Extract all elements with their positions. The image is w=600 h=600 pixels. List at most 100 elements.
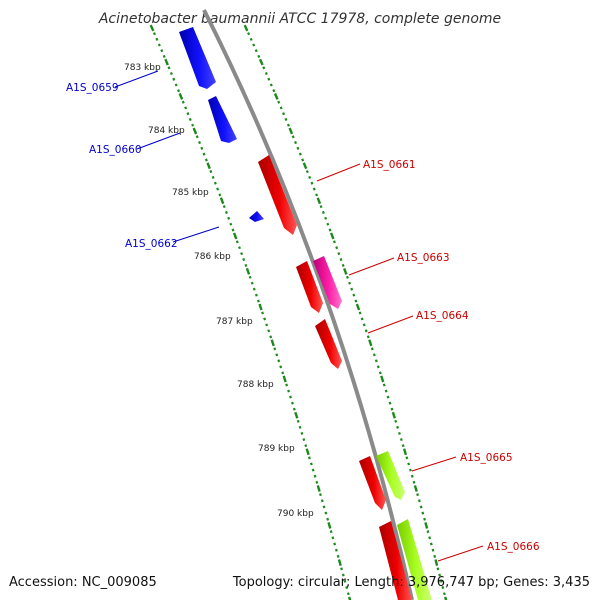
inner-ring-tick [319, 493, 322, 497]
inner-ring-tick [219, 197, 225, 205]
outer-ring-tick [410, 474, 414, 478]
outer-ring-tick [374, 359, 378, 363]
inner-ring-tick [294, 411, 299, 419]
gene-feature-a1s-0662[interactable] [249, 211, 264, 222]
gene-label-a1s-0665[interactable]: A1S_0665 [460, 452, 513, 464]
outer-ring-tick [429, 542, 433, 546]
inner-ring-tick [279, 365, 283, 369]
leader-line-a1s-0660 [136, 132, 181, 150]
inner-ring-tick [248, 275, 252, 279]
inner-ring-tick [336, 554, 340, 558]
gene-label-a1s-0661[interactable]: A1S_0661 [363, 159, 416, 171]
gene-feature-a1s-0664[interactable] [315, 319, 342, 369]
inner-ring-tick [300, 431, 304, 435]
inner-ring-tick [329, 530, 333, 534]
gene-label-a1s-0659[interactable]: A1S_0659 [66, 82, 119, 94]
gene-label-a1s-0666[interactable]: A1S_0666 [487, 541, 540, 553]
inner-ring-tick [258, 303, 263, 311]
outer-ring-tick [332, 240, 336, 244]
gene-feature-a1s-0660[interactable] [208, 96, 237, 143]
page-title: Acinetobacter baumannii ATCC 17978, comp… [98, 11, 501, 27]
leader-line-a1s-0666 [437, 545, 484, 562]
gene-feature-a1s-0663-pink[interactable] [313, 256, 342, 309]
outer-ring-tick [352, 293, 356, 297]
inner-ring-tick [186, 112, 190, 116]
inner-ring-tick [326, 517, 330, 521]
inner-ring-tick [313, 474, 317, 478]
inner-ring-tick [311, 468, 315, 472]
inner-ring-tick [191, 123, 195, 127]
inner-ring-tick [152, 32, 156, 36]
inner-ring-tick [162, 54, 166, 58]
inner-ring-tick [184, 106, 188, 110]
inner-ring-tick [245, 267, 251, 275]
inner-ring-tick [250, 281, 254, 285]
inner-ring-tick [304, 444, 308, 448]
inner-ring-tick [195, 135, 199, 139]
gene-feature-a1s-0665-lime[interactable] [376, 451, 405, 500]
outer-ring-tick [258, 58, 264, 66]
inner-ring-tick [345, 586, 349, 590]
outer-ring-tick [372, 353, 376, 357]
inner-ring-tick [202, 152, 206, 156]
gene-label-a1s-0663[interactable]: A1S_0663 [397, 252, 450, 264]
outer-ring-tick [310, 181, 314, 185]
outer-ring-tick [413, 485, 418, 492]
gene-feature-a1s-0666[interactable] [379, 521, 412, 600]
outer-ring-tick [412, 480, 416, 484]
kbp-label-788: 788 kbp [237, 380, 274, 390]
inner-ring-tick [302, 438, 306, 442]
outer-ring-tick [286, 123, 290, 127]
inner-ring-tick [240, 252, 244, 256]
outer-ring-tick [326, 222, 330, 226]
outer-ring-tick [394, 419, 398, 423]
inner-ring-tick [309, 462, 313, 466]
outer-ring-tick [434, 559, 439, 566]
outer-ring-tick [254, 49, 258, 53]
inner-ring-tick [337, 559, 342, 567]
outer-ring-tick [341, 263, 345, 267]
inner-ring-tick [169, 71, 173, 76]
inner-ring-tick [261, 311, 264, 315]
leader-line-a1s-0662 [172, 226, 220, 243]
gene-label-a1s-0660[interactable]: A1S_0660 [89, 144, 142, 156]
inner-ring-tick [242, 258, 246, 262]
gene-feature-a1s-0666-lime[interactable] [397, 519, 432, 600]
outer-ring-tick [416, 493, 419, 497]
inner-ring-tick [270, 339, 275, 347]
outer-ring-tick [401, 444, 405, 448]
outer-ring-tick [264, 71, 268, 76]
kbp-label-787: 787 kbp [216, 317, 253, 327]
gene-feature-a1s-0665[interactable] [359, 456, 386, 510]
outer-ring-tick [301, 158, 305, 162]
outer-ring-tick [249, 37, 253, 41]
gene-feature-a1s-0661[interactable] [258, 155, 297, 235]
gene-label-a1s-0662[interactable]: A1S_0662 [125, 238, 178, 250]
outer-tick-ring [243, 24, 448, 600]
outer-ring-tick [262, 66, 266, 70]
outer-ring-tick [315, 193, 319, 197]
inner-ring-tick [277, 359, 281, 363]
kbp-label-783: 783 kbp [124, 63, 161, 73]
gene-label-a1s-0664[interactable]: A1S_0664 [416, 310, 469, 322]
outer-ring-tick [433, 554, 437, 558]
gene-feature-a1s-0663[interactable] [296, 261, 323, 313]
outer-ring-tick [288, 127, 294, 135]
outer-ring-tick [382, 383, 386, 387]
inner-ring-tick [218, 193, 222, 197]
genome-backbone [202, 9, 414, 600]
outer-ring-tick [348, 281, 352, 285]
outer-ring-tick [345, 275, 349, 279]
outer-ring-tick [386, 395, 390, 399]
outer-ring-tick [399, 438, 403, 442]
outer-ring-tick [279, 106, 283, 110]
inner-ring-tick [343, 579, 347, 583]
outer-ring-tick [319, 205, 323, 209]
outer-ring-tick [277, 100, 281, 104]
outer-ring-tick [305, 170, 309, 174]
kbp-label-784: 784 kbp [148, 126, 185, 136]
inner-ring-tick [316, 485, 321, 492]
gene-feature-a1s-0659[interactable] [179, 27, 216, 89]
accession-text: Accession: NC_009085 [9, 575, 157, 590]
inner-ring-tick [265, 323, 269, 327]
